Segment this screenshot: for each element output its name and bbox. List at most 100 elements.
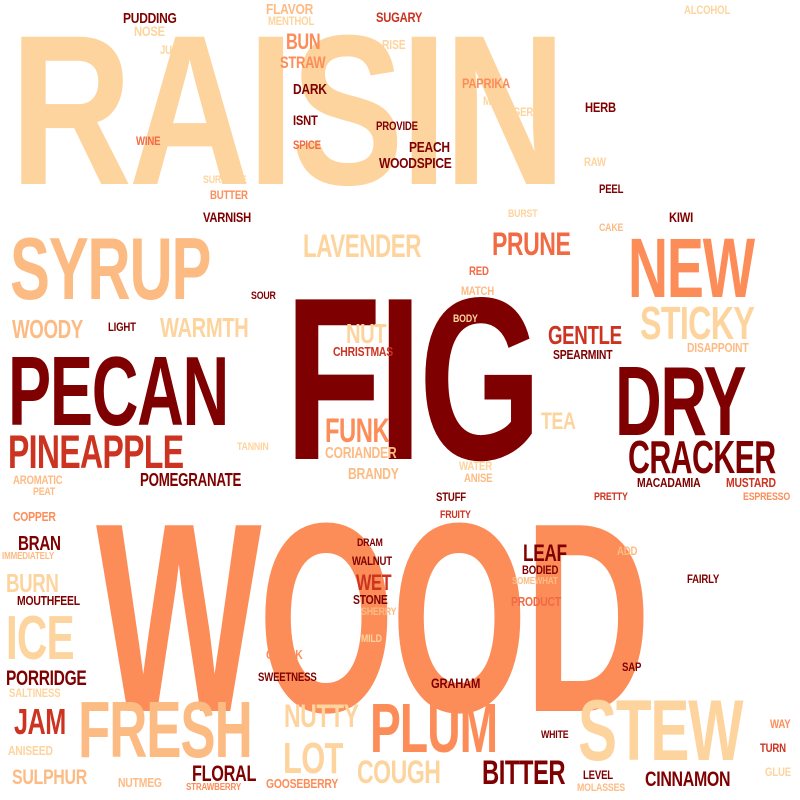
word-nut: NUT bbox=[346, 318, 387, 349]
word-prune: PRUNE bbox=[492, 226, 571, 262]
word-funk: FUNK bbox=[325, 412, 390, 450]
word-mind: MIND bbox=[483, 94, 507, 108]
word-aniseed: ANISEED bbox=[8, 743, 53, 758]
word-sour: SOUR bbox=[251, 290, 276, 302]
word-macadamia: MACADAMIA bbox=[637, 475, 701, 490]
word-christmas: CHRISTMAS bbox=[333, 344, 393, 359]
word-provide: PROVIDE bbox=[376, 119, 418, 133]
word-sweetness: SWEETNESS bbox=[258, 670, 317, 684]
word-leaf: LEAF bbox=[523, 540, 567, 567]
word-woody: WOODY bbox=[12, 314, 83, 344]
word-woodspice: WOODSPICE bbox=[379, 155, 452, 172]
word-saltiness: SALTINESS bbox=[9, 686, 61, 700]
word-herb: HERB bbox=[585, 99, 616, 115]
word-tannin: TANNIN bbox=[237, 441, 269, 453]
word-water: WATER bbox=[459, 459, 492, 473]
word-body: BODY bbox=[453, 313, 478, 325]
word-coriander: CORIANDER bbox=[325, 445, 397, 462]
word-graham: GRAHAM bbox=[431, 675, 481, 691]
word-stone: STONE bbox=[353, 592, 388, 607]
word-spearmint: SPEARMINT bbox=[553, 347, 613, 362]
word-stew: STEW bbox=[578, 683, 743, 779]
word-dark: DARK bbox=[293, 81, 327, 98]
word-crack: CRACK bbox=[266, 647, 303, 662]
word-rise: RISE bbox=[382, 37, 406, 52]
word-burn: BURN bbox=[6, 568, 59, 598]
word-aromatic: AROMATIC bbox=[13, 473, 63, 487]
word-sticky: STICKY bbox=[640, 297, 755, 349]
word-peat: PEAT bbox=[33, 486, 56, 498]
word-white: WHITE bbox=[541, 729, 569, 741]
word-walnut: WALNUT bbox=[352, 554, 392, 568]
word-fruity: FRUITY bbox=[440, 509, 471, 521]
word-menthol: MENTHOL bbox=[268, 14, 315, 28]
word-tea: TEA bbox=[541, 408, 576, 435]
word-alcohol: ALCOHOL bbox=[684, 3, 731, 17]
word-immediately: IMMEDIATELY bbox=[2, 551, 55, 562]
word-lavender: LAVENDER bbox=[303, 228, 421, 264]
word-pretty: PRETTY bbox=[594, 491, 628, 503]
word-nutty: NUTTY bbox=[284, 698, 359, 734]
word-nutmeg: NUTMEG bbox=[118, 775, 162, 790]
word-gooseberry: GOOSEBERRY bbox=[266, 776, 339, 791]
word-raw: RAW bbox=[584, 155, 606, 169]
word-dram: DRAM bbox=[357, 537, 383, 549]
word-mild: MILD bbox=[361, 633, 382, 645]
word-spice: SPICE bbox=[293, 138, 321, 152]
word-brandy: BRANDY bbox=[348, 466, 399, 483]
word-surprise: SURPRISE bbox=[203, 174, 247, 186]
word-stuff: STUFF bbox=[436, 490, 466, 504]
word-fig: FIG bbox=[285, 250, 542, 509]
word-sap: SAP bbox=[622, 660, 642, 674]
word-ice: ICE bbox=[6, 604, 75, 673]
word-lot: LOT bbox=[283, 734, 343, 783]
word-syrup: SYRUP bbox=[10, 219, 211, 318]
word-level: LEVEL bbox=[583, 768, 613, 782]
word-gentle: GENTLE bbox=[548, 320, 622, 350]
word-turn: TURN bbox=[760, 741, 786, 755]
word-fairly: FAIRLY bbox=[687, 572, 720, 586]
word-juice: JUICE bbox=[160, 43, 188, 57]
word-espresso: ESPRESSO bbox=[743, 491, 791, 503]
word-pudding: PUDDING bbox=[123, 10, 177, 27]
word-nose: NOSE bbox=[134, 23, 165, 39]
word-sherry: SHERRY bbox=[361, 606, 397, 618]
word-match: MATCH bbox=[461, 284, 494, 298]
word-plum: PLUM bbox=[370, 689, 498, 767]
word-bodied: BODIED bbox=[522, 563, 559, 577]
word-disappoint: DISAPPOINT bbox=[687, 340, 749, 355]
word-floral: FLORAL bbox=[192, 761, 257, 786]
word-sulphur: SULPHUR bbox=[12, 766, 87, 789]
word-way: WAY bbox=[770, 717, 791, 731]
word-burst: BURST bbox=[508, 208, 538, 220]
word-pecan: PECAN bbox=[8, 336, 229, 446]
word-dry: DRY bbox=[615, 346, 747, 456]
word-anise: ANISE bbox=[464, 471, 493, 485]
word-copper: COPPER bbox=[13, 509, 56, 524]
word-cracker: CRACKER bbox=[628, 431, 776, 483]
word-new: NEW bbox=[628, 221, 755, 315]
word-bitter: BITTER bbox=[482, 754, 566, 792]
word-kiwi: KIWI bbox=[669, 209, 693, 225]
word-butter: BUTTER bbox=[210, 188, 248, 202]
word-isnt: ISNT bbox=[293, 112, 318, 128]
word-somewhat: SOMEWHAT bbox=[512, 576, 558, 587]
word-peach: PEACH bbox=[409, 139, 450, 156]
word-porridge: PORRIDGE bbox=[6, 667, 87, 690]
word-bun: BUN bbox=[286, 29, 321, 54]
word-straw: STRAW bbox=[280, 53, 326, 72]
word-product: PRODUCT bbox=[511, 594, 561, 609]
word-jam: JAM bbox=[14, 701, 66, 742]
word-add: ADD bbox=[617, 544, 638, 558]
word-flavor: FLAVOR bbox=[266, 1, 313, 18]
word-fresh: FRESH bbox=[78, 685, 253, 774]
word-sugary: SUGARY bbox=[376, 9, 423, 25]
word-cough: COUGH bbox=[357, 754, 441, 790]
word-bran: BRAN bbox=[18, 533, 61, 555]
word-cake: CAKE bbox=[599, 222, 624, 234]
word-glue: GLUE bbox=[765, 765, 791, 779]
word-linger: LINGER bbox=[498, 105, 534, 119]
word-raisin: RAISIN bbox=[10, 0, 566, 230]
word-wet: WET bbox=[356, 570, 392, 595]
